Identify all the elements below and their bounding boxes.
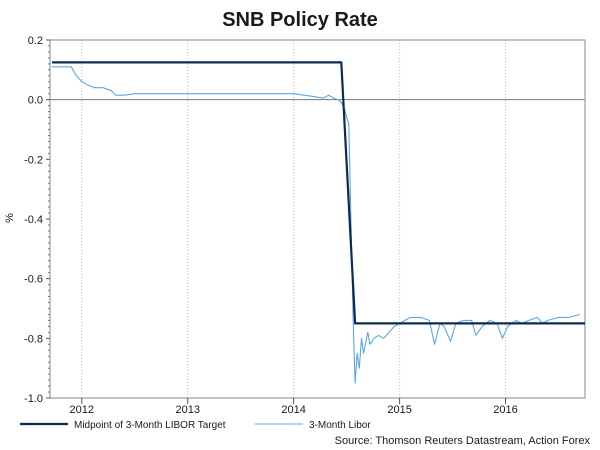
legend-item-3m-libor: 3-Month Libor [255,420,371,431]
y-axis-label: % [4,213,16,223]
x-axis: 2012 2013 2014 2015 2016 [70,398,518,416]
plot-frame [49,39,586,399]
source-text: Source: Thomson Reuters Datastream, Acti… [335,435,591,447]
x-tick-label: 2014 [281,404,305,416]
legend-label: Midpoint of 3-Month LIBOR Target [74,420,226,431]
y-tick-label: -0.8 [24,333,43,345]
y-axis: 0.2 0.0 -0.2 -0.4 -0.6 -0.8 -1.0 [24,35,50,405]
y-tick-label: 0.0 [28,95,43,107]
y-tick-label: 0.2 [28,35,43,47]
y-tick-label: -1.0 [24,393,43,405]
chart-title: SNB Policy Rate [222,9,378,31]
series-line-3m-libor [52,66,580,384]
series-layer [52,61,585,384]
y-tick-label: -0.6 [24,274,43,286]
x-tick-label: 2016 [493,404,517,416]
legend-label: 3-Month Libor [309,420,371,431]
y-tick-label: -0.2 [24,154,43,166]
legend-item-libor-target: Midpoint of 3-Month LIBOR Target [20,420,226,431]
y-tick-label: -0.4 [24,214,43,226]
x-tick-label: 2012 [70,404,94,416]
x-tick-label: 2013 [175,404,199,416]
series-line-libor-target [52,61,585,325]
legend: Midpoint of 3-Month LIBOR Target 3-Month … [20,420,371,431]
x-tick-label: 2015 [387,404,411,416]
